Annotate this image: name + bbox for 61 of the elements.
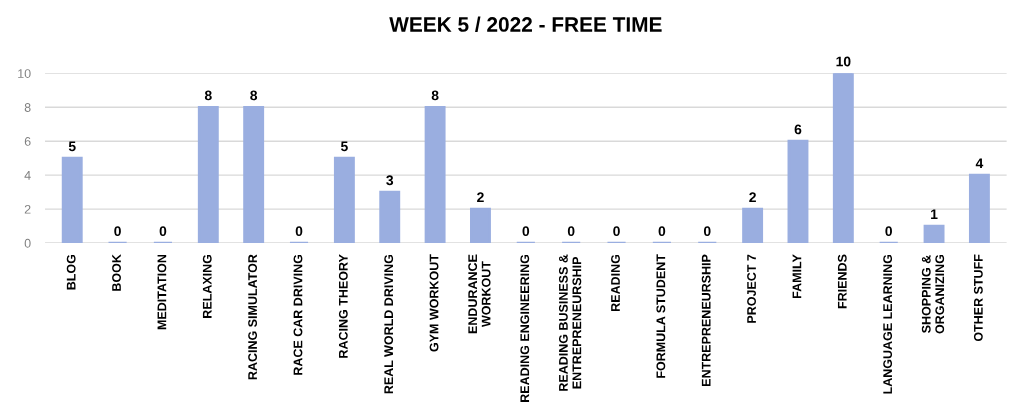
x-tick-label: GYM WORKOUT — [429, 254, 439, 352]
bar — [923, 224, 945, 244]
bar — [379, 190, 401, 244]
data-label: 8 — [250, 90, 258, 101]
x-tick-label: RACING SIMULATOR — [248, 254, 258, 380]
data-label: 0 — [567, 226, 575, 237]
bar — [742, 207, 764, 244]
x-tick-label: RACE CAR DRIVING — [293, 254, 303, 375]
bar — [333, 156, 355, 244]
x-tick-label: PROJECT 7 — [747, 254, 756, 323]
x-tick-label: LANGUAGE LEARNING — [883, 254, 893, 394]
data-label: 3 — [386, 175, 394, 186]
bar — [424, 105, 446, 244]
x-tick-label: MEDITATION — [157, 254, 167, 330]
x-tick-label: REAL WORLD DRIVING — [384, 254, 394, 394]
x-tick-label: BOOK — [112, 254, 121, 291]
data-label: 0 — [159, 226, 167, 237]
data-label: 2 — [749, 192, 756, 203]
x-tick-label: RACING THEORY — [338, 254, 348, 358]
data-label: 0 — [114, 226, 121, 237]
bar — [832, 73, 854, 244]
data-label: 1 — [931, 209, 938, 219]
data-label: 0 — [295, 226, 303, 237]
x-tick-label: OTHER STUFF — [973, 254, 983, 342]
data-label: 4 — [975, 158, 984, 169]
x-tick-label: BLOG — [66, 254, 76, 290]
data-label: 0 — [703, 226, 711, 237]
bar — [787, 139, 809, 244]
data-label: 0 — [613, 226, 620, 237]
data-label: 0 — [522, 226, 530, 237]
data-label: 5 — [68, 141, 76, 152]
x-tick-label: ENTREPRENEURSHIP — [701, 254, 711, 386]
y-tick-label: 6 — [24, 137, 31, 146]
data-label: 8 — [204, 90, 212, 101]
data-label: 8 — [431, 90, 439, 101]
data-label: 5 — [340, 141, 348, 152]
data-label: 0 — [885, 226, 892, 237]
bar — [243, 105, 265, 244]
y-tick-label: 4 — [24, 171, 31, 180]
x-tick-label: ENDURANCE WORKOUT — [468, 254, 491, 334]
bar — [197, 105, 219, 244]
chart-title: WEEK 5 / 2022 - FREE TIME — [389, 16, 662, 33]
x-tick-label: FORMULA STUDENT — [656, 254, 666, 378]
y-tick-label: 0 — [24, 238, 31, 248]
x-tick-label: RELAXING — [202, 254, 212, 318]
data-label: 2 — [477, 192, 484, 203]
x-tick-label: READING — [611, 254, 620, 311]
y-tick-label: 10 — [18, 69, 31, 78]
data-label: 0 — [658, 226, 666, 237]
bar — [470, 207, 491, 244]
x-tick-label: FAMILY — [792, 254, 802, 298]
data-label: 6 — [794, 124, 802, 135]
x-tick-label: READING BUSINESS & ENTREPRENEURSHIP — [558, 254, 582, 391]
x-tick-label: FRIENDS — [837, 254, 847, 309]
x-tick-label: SHOPPING & ORGANIZING — [921, 254, 945, 334]
y-tick-label: 8 — [24, 103, 31, 112]
data-label: 10 — [836, 56, 851, 67]
bar — [968, 173, 990, 244]
bar — [61, 156, 83, 244]
x-tick-label: READING ENGINEERING — [520, 254, 530, 402]
y-tick-label: 2 — [24, 204, 31, 214]
